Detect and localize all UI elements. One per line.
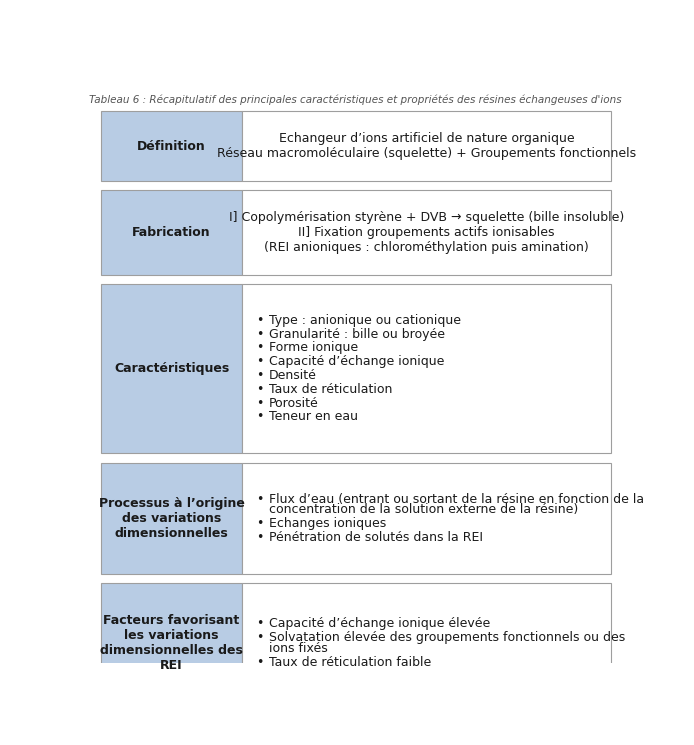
Text: Type : anionique ou cationique: Type : anionique ou cationique [269, 314, 461, 327]
Bar [101, 112, 242, 181]
Text: Processus à l’origine
des variations
dimensionnelles: Processus à l’origine des variations dim… [99, 497, 244, 540]
Bar [101, 583, 242, 703]
Text: Capacité d’échange ionique: Capacité d’échange ionique [269, 355, 444, 368]
Text: Caractéristiques: Caractéristiques [114, 362, 229, 375]
Text: Fabrication: Fabrication [133, 226, 211, 239]
Text: Taux de réticulation: Taux de réticulation [269, 383, 392, 396]
Text: •: • [256, 383, 264, 396]
Text: concentration de la solution externe de la résine): concentration de la solution externe de … [269, 504, 578, 516]
Text: Echanges ioniques: Echanges ioniques [269, 517, 386, 530]
Text: •: • [256, 410, 264, 423]
Text: Flux d’eau (entrant ou sortant de la résine en fonction de la: Flux d’eau (entrant ou sortant de la rés… [269, 492, 644, 506]
Text: ions fixés: ions fixés [269, 642, 328, 655]
Bar [101, 190, 242, 275]
Text: Définition: Définition [137, 139, 206, 153]
Text: •: • [256, 531, 264, 544]
Text: Pénétration de solutés dans la REI: Pénétration de solutés dans la REI [269, 531, 483, 544]
Text: Solvatation élevée des groupements fonctionnels ou des: Solvatation élevée des groupements fonct… [269, 631, 625, 644]
Text: •: • [256, 618, 264, 630]
Text: I] Copolymérisation styrène + DVB → squelette (bille insoluble)
II] Fixation gro: I] Copolymérisation styrène + DVB → sque… [229, 211, 624, 254]
Text: •: • [256, 328, 264, 340]
Text: •: • [256, 492, 264, 506]
Text: •: • [256, 656, 264, 669]
Bar [242, 190, 611, 275]
Bar [242, 463, 611, 574]
Text: •: • [256, 517, 264, 530]
Text: •: • [256, 314, 264, 327]
Text: •: • [256, 355, 264, 368]
Text: •: • [256, 369, 264, 382]
Text: •: • [256, 631, 264, 644]
Text: •: • [256, 341, 264, 355]
Bar [101, 463, 242, 574]
Text: Tableau 6 : Récapitulatif des principales caractéristiques et propriétés des rés: Tableau 6 : Récapitulatif des principale… [90, 94, 622, 104]
Text: Taux de réticulation faible: Taux de réticulation faible [269, 656, 431, 669]
Text: Echangeur d’ions artificiel de nature organique
Réseau macromoléculaire (squelet: Echangeur d’ions artificiel de nature or… [217, 132, 636, 160]
Text: Teneur en eau: Teneur en eau [269, 410, 358, 423]
Text: Facteurs favorisant
les variations
dimensionnelles des
REI: Facteurs favorisant les variations dimen… [100, 614, 243, 672]
Text: •: • [256, 396, 264, 410]
Text: Granularité : bille ou broyée: Granularité : bille ou broyée [269, 328, 445, 340]
Text: Capacité d’échange ionique élevée: Capacité d’échange ionique élevée [269, 618, 490, 630]
Bar [101, 284, 242, 453]
Bar [242, 112, 611, 181]
Text: Porosité: Porosité [269, 396, 319, 410]
Bar [242, 284, 611, 453]
Text: Densité: Densité [269, 369, 316, 382]
Text: Forme ionique: Forme ionique [269, 341, 358, 355]
Bar [242, 583, 611, 703]
